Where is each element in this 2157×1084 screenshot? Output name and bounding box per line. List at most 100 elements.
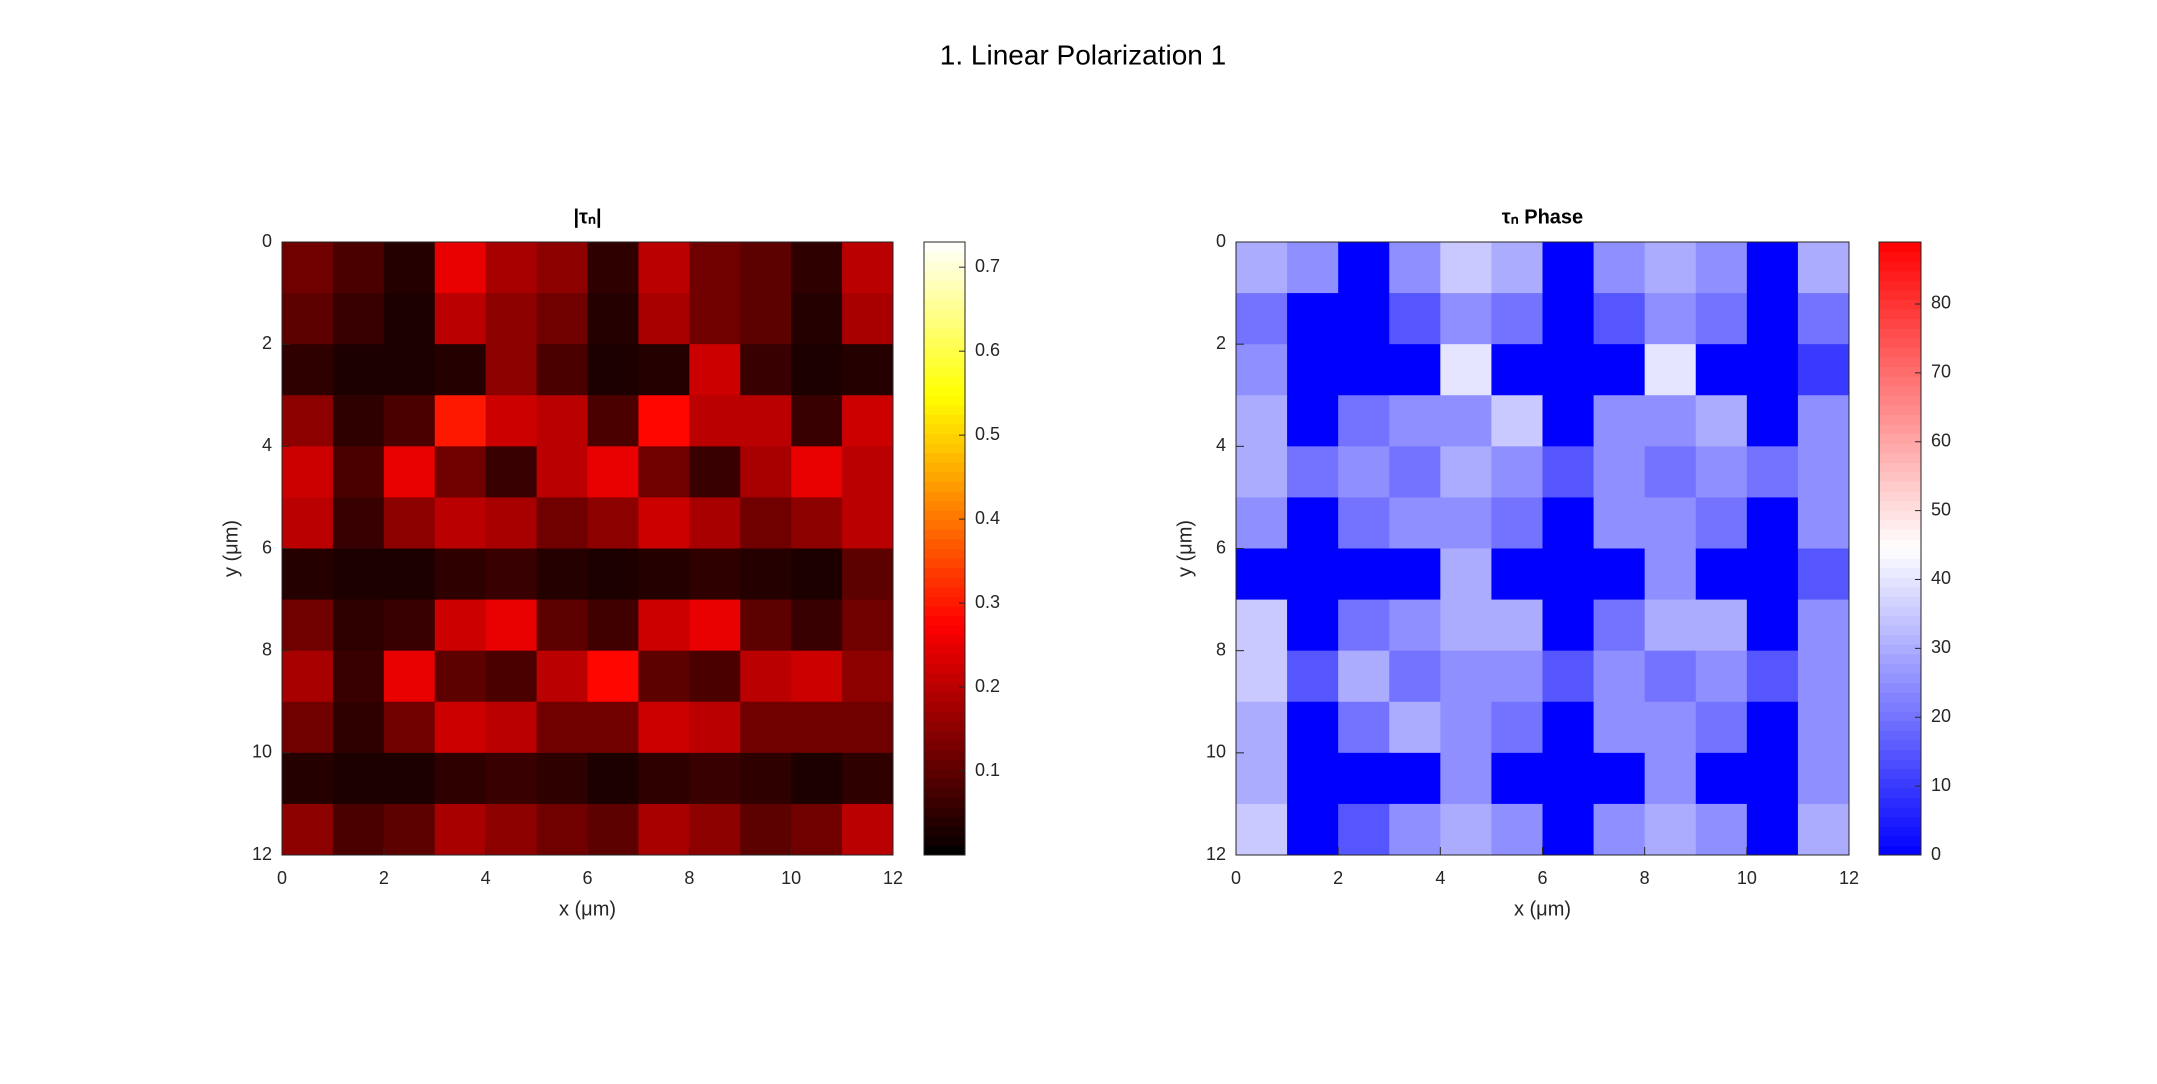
axes-title: τₙ Phase [1502, 206, 1583, 228]
heat-cell [1287, 548, 1339, 601]
colorbar-swatch [1879, 615, 1921, 626]
colorbar-swatch [924, 328, 965, 339]
colorbar-swatch [1879, 653, 1921, 664]
heat-cell [332, 701, 385, 754]
heat-cell [1338, 650, 1390, 703]
colorbar-swatch [1879, 500, 1921, 511]
colorbar-swatch [1879, 692, 1921, 703]
heat-cell [1746, 293, 1799, 345]
colorbar-tick-label: 20 [1931, 706, 1951, 726]
colorbar-swatch [924, 452, 965, 463]
heat-cell [638, 599, 690, 652]
heat-cell [383, 650, 436, 703]
colorbar-swatch [1879, 845, 1921, 856]
colorbar-swatch [1879, 701, 1921, 712]
colorbar-tick-label: 0.4 [975, 508, 1000, 528]
colorbar-swatch [924, 261, 965, 272]
colorbar-swatch [1879, 644, 1921, 655]
heat-cell [536, 395, 588, 447]
colorbar-swatch [924, 491, 965, 502]
heat-cell [1338, 446, 1390, 498]
heat-cell [1644, 752, 1697, 805]
heat-cell [689, 548, 741, 601]
colorbar-swatch [924, 414, 965, 425]
heat-cell [1287, 803, 1339, 856]
heat-cell [485, 599, 538, 652]
heat-cell [1440, 752, 1492, 805]
heat-cell [434, 650, 487, 703]
colorbar-swatch [924, 797, 965, 808]
heat-cell [1236, 497, 1288, 549]
heat-cell [434, 344, 487, 396]
heat-cell [638, 395, 690, 447]
heat-cell [1440, 242, 1492, 294]
heat-cell [1389, 701, 1441, 754]
y-tick-label: 6 [1216, 537, 1226, 557]
heat-cell [1338, 701, 1390, 754]
heat-cell [638, 803, 690, 856]
heat-cell [791, 650, 843, 703]
heat-cell [689, 344, 741, 396]
heat-cell [485, 395, 538, 447]
heat-cell [587, 293, 639, 345]
heat-cell [282, 701, 334, 754]
heat-cell [1797, 293, 1850, 345]
heat-cell [587, 446, 639, 498]
heat-cell [1797, 344, 1850, 396]
heat-cell [536, 803, 588, 856]
colorbar-swatch [1879, 768, 1921, 779]
colorbar-swatch [924, 768, 965, 779]
heat-cell [1746, 701, 1799, 754]
heat-cell [638, 548, 690, 601]
heat-cell [485, 752, 538, 805]
heat-cell [842, 803, 894, 856]
colorbar-swatch [924, 759, 965, 770]
colorbar-swatch [1879, 270, 1921, 281]
heat-cell [1797, 599, 1850, 652]
colorbar-swatch [924, 385, 965, 396]
colorbar-tick-label: 70 [1931, 362, 1951, 382]
colorbar-swatch [924, 242, 965, 253]
heat-cell [1338, 242, 1390, 294]
heat-cell [1287, 344, 1339, 396]
heat-cell [1593, 293, 1646, 345]
colorbar-swatch [924, 270, 965, 281]
heat-cell [587, 752, 639, 805]
heat-cell [1389, 650, 1441, 703]
heat-cell [536, 650, 588, 703]
colorbar-swatch [1879, 414, 1921, 425]
heat-cell [1389, 395, 1441, 447]
heat-cell [689, 242, 741, 294]
heat-cell [638, 242, 690, 294]
colorbar-tick-label: 0.5 [975, 424, 1000, 444]
heat-cell [587, 599, 639, 652]
x-tick-label: 12 [883, 868, 903, 888]
heat-cell [1593, 446, 1646, 498]
heat-cell [842, 701, 894, 754]
colorbar-swatch [924, 682, 965, 693]
heat-cell [1338, 548, 1390, 601]
heat-cell [434, 803, 487, 856]
heat-cell [740, 446, 792, 498]
y-tick-label: 10 [252, 742, 272, 762]
colorbar-swatch [924, 615, 965, 626]
heat-cell [638, 752, 690, 805]
heat-cell [1695, 395, 1748, 447]
heat-cell [1695, 497, 1748, 549]
heat-cell [1746, 599, 1799, 652]
heat-cell [689, 701, 741, 754]
heat-cell [740, 242, 792, 294]
heat-cell [1440, 548, 1492, 601]
heat-cell [1644, 803, 1697, 856]
x-tick-label: 8 [1640, 868, 1650, 888]
heat-cell [1440, 650, 1492, 703]
axes-title: |τₙ| [573, 206, 601, 228]
colorbar-swatch [924, 519, 965, 530]
heat-cell [1338, 599, 1390, 652]
heat-cell [638, 650, 690, 703]
heat-cell [1440, 446, 1492, 498]
x-tick-label: 10 [781, 868, 801, 888]
heat-cell [332, 752, 385, 805]
heat-cell [1542, 344, 1595, 396]
